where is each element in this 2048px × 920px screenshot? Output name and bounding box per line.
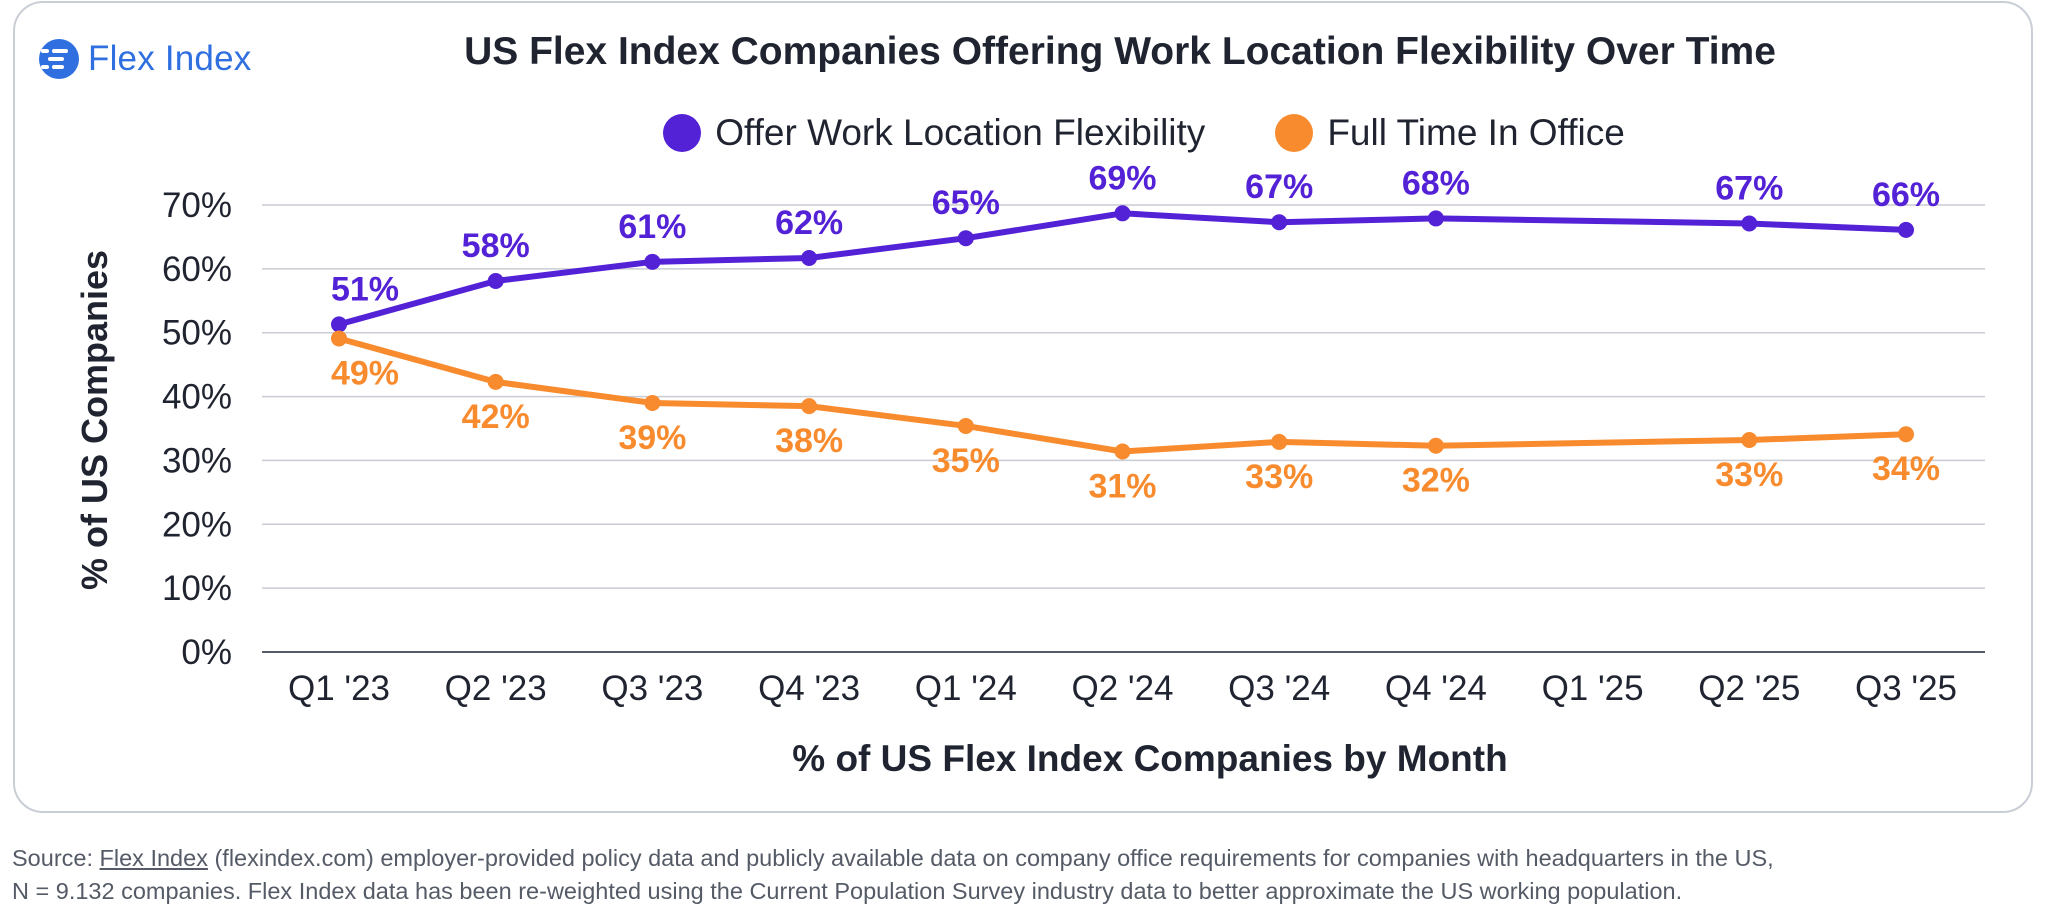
legend-item-in-office[interactable]: Full Time In Office: [1275, 112, 1625, 154]
x-tick-label: Q4 '23: [758, 669, 860, 708]
data-label: 38%: [775, 422, 843, 460]
y-tick-label: 40%: [162, 378, 232, 417]
data-point: [644, 253, 661, 270]
source-text: (flexindex.com) employer-provided policy…: [207, 845, 1774, 871]
data-label: 33%: [1245, 458, 1313, 496]
flex-index-logo-icon: [39, 39, 79, 79]
y-tick-label: 30%: [162, 441, 232, 480]
data-point: [331, 316, 347, 333]
x-tick-label: Q1 '24: [915, 669, 1017, 708]
x-tick-label: Q3 '23: [601, 669, 703, 708]
data-point: [487, 272, 504, 289]
data-point: [1898, 426, 1914, 443]
legend-dot-flexibility: [663, 114, 702, 152]
data-label: 51%: [331, 270, 399, 308]
data-point: [1741, 431, 1758, 448]
data-label: 49%: [331, 354, 399, 392]
legend-label-flexibility: Offer Work Location Flexibility: [715, 112, 1206, 153]
source-footnote: Source: Flex Index (flexindex.com) emplo…: [12, 842, 2042, 908]
data-label: 32%: [1402, 462, 1470, 500]
x-tick-label: Q1 '23: [288, 669, 390, 708]
data-label: 33%: [1715, 456, 1783, 494]
data-point: [644, 394, 661, 411]
data-label: 65%: [932, 184, 1000, 222]
legend-item-flexibility[interactable]: Offer Work Location Flexibility: [663, 112, 1205, 154]
x-tick-label: Q3 '25: [1855, 669, 1957, 708]
source-prefix: Source:: [12, 845, 100, 871]
x-tick-label: Q3 '24: [1228, 669, 1330, 708]
logo-text: Flex Index: [88, 39, 252, 78]
series-line-1: [336, 335, 1909, 455]
x-tick-label: Q1 '25: [1542, 669, 1644, 708]
chart-title: US Flex Index Companies Offering Work Lo…: [464, 30, 1776, 73]
flex-index-logo[interactable]: Flex Index: [38, 36, 251, 82]
legend-dot-in-office: [1275, 114, 1314, 152]
y-tick-label: 20%: [162, 505, 232, 544]
data-point: [1741, 215, 1758, 232]
x-tick-label: Q2 '25: [1698, 669, 1800, 708]
x-tick-label: Q2 '24: [1071, 669, 1173, 708]
y-tick-label: 60%: [162, 250, 232, 289]
data-point: [801, 250, 818, 267]
data-point: [1114, 443, 1131, 460]
series-line-0: [336, 210, 1909, 328]
legend: Offer Work Location Flexibility Full Tim…: [0, 112, 2048, 154]
y-tick-label: 70%: [162, 186, 232, 225]
y-tick-label: 0%: [181, 633, 232, 672]
flex-index-link[interactable]: Flex Index: [99, 845, 208, 871]
data-point: [1271, 433, 1288, 450]
x-axis-label: % of US Flex Index Companies by Month: [792, 738, 1508, 779]
chart-card: [13, 1, 2033, 813]
data-point: [1271, 214, 1288, 231]
y-tick-label: 10%: [162, 569, 232, 608]
data-label: 66%: [1872, 176, 1940, 214]
data-label: 35%: [932, 442, 1000, 480]
data-label: 39%: [618, 419, 686, 457]
sample-note: N = 9.132 companies. Flex Index data has…: [12, 878, 1683, 904]
data-label: 34%: [1872, 450, 1940, 488]
data-point: [801, 398, 818, 415]
data-point: [957, 417, 974, 434]
data-label: 67%: [1715, 170, 1783, 208]
data-point: [1427, 437, 1444, 454]
data-point: [957, 230, 974, 247]
data-label: 31%: [1088, 467, 1156, 505]
data-label: 67%: [1245, 168, 1313, 206]
data-point: [1114, 205, 1131, 222]
x-tick-label: Q4 '24: [1385, 669, 1487, 708]
data-point: [1427, 210, 1444, 227]
data-label: 61%: [618, 208, 686, 246]
data-label: 68%: [1402, 164, 1470, 202]
data-label: 58%: [462, 227, 530, 265]
data-point: [331, 330, 347, 347]
data-label: 62%: [775, 204, 843, 242]
legend-label-in-office: Full Time In Office: [1327, 112, 1625, 153]
data-label: 69%: [1088, 159, 1156, 197]
data-point: [487, 373, 504, 390]
x-tick-label: Q2 '23: [445, 669, 547, 708]
data-point: [1898, 221, 1914, 238]
data-label: 42%: [462, 398, 530, 436]
y-tick-label: 50%: [162, 314, 232, 353]
